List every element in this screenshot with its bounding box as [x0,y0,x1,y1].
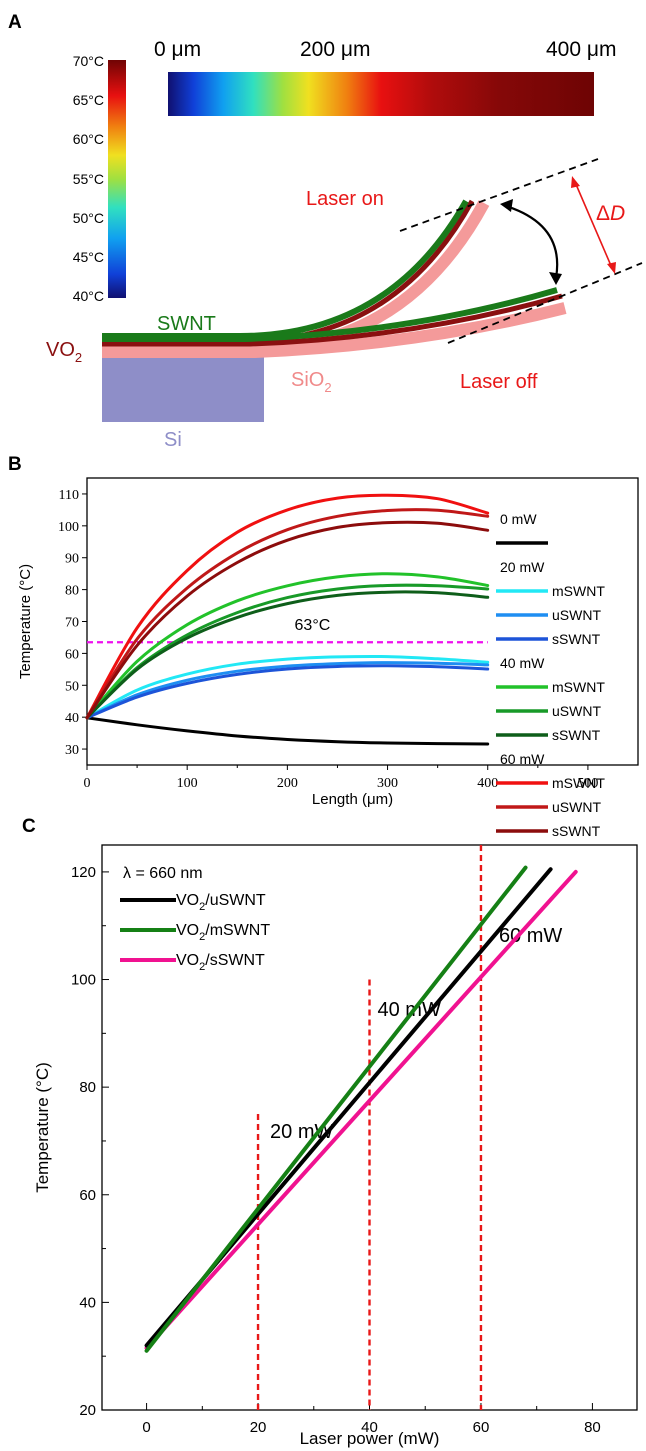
series-line-1 [144,865,528,1353]
y-tick-label: 50 [65,679,79,694]
x-tick-label: 400 [477,776,498,791]
swnt-label: SWNT [157,313,216,335]
legend-entry-label: uSWNT [552,703,601,719]
panel-c-label: C [22,816,36,837]
legend-entry-label: uSWNT [552,607,601,623]
y-tick-label: 90 [65,552,79,567]
series-line-3 [85,664,490,720]
y-tick-label: 120 [71,864,96,881]
series-line-5 [85,583,490,720]
chart-b: 0 100 200 300 400 500 30 40 50 60 70 80 90 100 110 Leng… [17,477,639,839]
sio2-label: SiO2 [291,369,332,395]
series-line-0 [85,716,490,746]
temperature-color-bar [108,60,126,298]
y-tick-label: 40 [79,1294,96,1311]
laser-on-label: Laser on [306,188,384,210]
y-tick-label: 40 [65,711,79,726]
y-tick-label: 100 [58,520,79,535]
bend-arrow-head-bottom [549,272,562,285]
cantilever-laser-off [102,287,567,358]
reference-line-label: 63°C [295,617,331,634]
temp-tick-45: 45°C [73,249,104,265]
y-tick-label: 60 [79,1187,96,1204]
vo2-label: VO2 [46,339,82,365]
bend-arrow [505,204,559,279]
bend-arrow-head-top [500,199,513,212]
legend-entry-label: VO2/uSWNT [176,892,266,913]
series-line-1 [85,654,490,720]
legend-entry-label: mSWNT [552,775,605,791]
panel-a: A 0 μm 200 μm 400 μm 70°C 65°C 60°C 55°C… [8,12,643,451]
temp-tick-70: 70°C [73,53,104,69]
y-tick-label: 20 [79,1402,96,1419]
temp-tick-55: 55°C [73,171,104,187]
x-tick-label: 60 [473,1419,490,1436]
legend-group-title: 60 mW [500,751,545,767]
series-line-9 [85,520,490,720]
legend-entry-label: mSWNT [552,679,605,695]
legend-group-title: 0 mW [500,511,537,527]
x-tick-label: 40 [361,1419,378,1436]
legend-entry-label: VO2/sSWNT [176,952,265,973]
legend-entry-label: sSWNT [552,823,601,839]
si-label: Si [164,429,182,451]
x-axis-label: Length (μm) [312,791,393,808]
series-line-8 [85,508,490,720]
legend-title: λ = 660 nm [123,865,203,882]
y-tick-label: 60 [65,647,79,662]
legend-entry-label: uSWNT [552,799,601,815]
series-line-7 [85,493,490,720]
y-tick-label: 110 [59,488,79,503]
panel-b-label: B [8,454,22,475]
temp-tick-50: 50°C [73,210,104,226]
legend-entry-label: VO2/mSWNT [176,922,270,943]
temp-tick-60: 60°C [73,131,104,147]
guide-line-on [399,158,599,232]
length-tick-400: 400 μm [546,38,616,61]
legend-entry-label: sSWNT [552,631,601,647]
y-tick-label: 30 [65,743,79,758]
series-line-4 [85,572,490,720]
delta-d-label: ΔD [596,202,625,225]
legend-entry-label: mSWNT [552,583,605,599]
laser-off-label: Laser off [460,371,538,393]
y-tick-label: 70 [65,616,79,631]
series-line-2 [144,869,578,1351]
marker-label: 20 mW [270,1121,333,1143]
x-tick-label: 200 [277,776,298,791]
x-axis-label: Laser power (mW) [300,1429,440,1448]
series-line-6 [85,590,490,720]
x-tick-label: 80 [584,1419,601,1436]
x-tick-label: 300 [377,776,398,791]
y-tick-label: 80 [79,1079,96,1096]
x-tick-label: 0 [142,1419,150,1436]
delta-d-head-top [571,176,580,188]
series-line-2 [85,661,490,720]
guide-line-off [447,262,643,344]
y-tick-label: 100 [71,972,96,989]
length-color-bar [168,72,594,116]
length-tick-0: 0 μm [154,38,201,61]
delta-d-arrow [574,181,613,269]
y-tick-label: 80 [65,584,79,599]
panel-a-label: A [8,12,22,33]
x-tick-label: 20 [250,1419,267,1436]
temp-tick-65: 65°C [73,92,104,108]
length-tick-200: 200 μm [300,38,370,61]
legend-group-title: 40 mW [500,655,545,671]
y-axis-label: Temperature (°C) [33,1062,52,1193]
y-axis-label: Temperature (°C) [17,564,34,679]
legend-group-title: 20 mW [500,559,545,575]
x-tick-label: 0 [84,776,91,791]
chart-c: 0 20 40 60 80 20 40 60 80 100 120 Laser power (mW) T… [33,844,638,1448]
delta-d-head-bottom [607,262,616,274]
legend-entry-label: sSWNT [552,727,601,743]
x-tick-label: 100 [177,776,198,791]
temp-tick-40: 40°C [73,288,104,304]
x-tick-label: 500 [577,776,598,791]
